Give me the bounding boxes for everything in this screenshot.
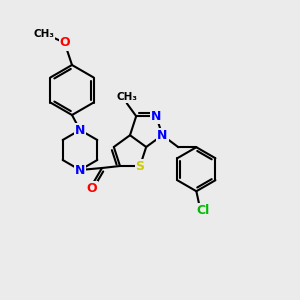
Text: N: N [157, 129, 167, 142]
Text: CH₃: CH₃ [34, 29, 55, 39]
Text: CH₃: CH₃ [116, 92, 137, 102]
Text: O: O [60, 37, 70, 50]
Text: S: S [136, 160, 145, 172]
Text: O: O [87, 182, 97, 194]
Text: Cl: Cl [197, 204, 210, 217]
Text: N: N [75, 124, 85, 136]
Text: N: N [75, 164, 85, 176]
Text: N: N [151, 110, 161, 123]
